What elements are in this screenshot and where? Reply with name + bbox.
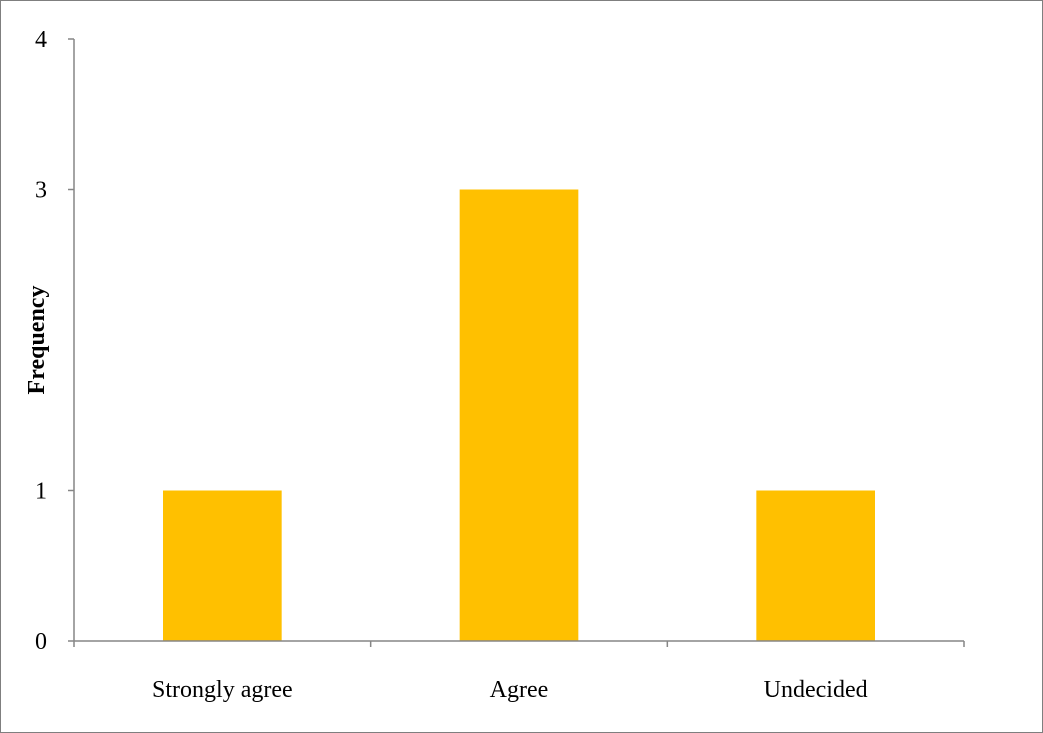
y-axis-title: Frequency <box>24 286 50 395</box>
x-axis: Strongly agree Agree Undecided <box>73 640 965 703</box>
x-tick-label: Strongly agree <box>152 677 293 703</box>
y-tick-label: 1 <box>35 479 47 505</box>
y-tick-label: 0 <box>35 629 47 655</box>
x-tick-label: Undecided <box>764 677 868 703</box>
y-tick-label: 4 <box>35 27 47 53</box>
x-tick-label: Agree <box>490 677 549 703</box>
bar-agree <box>459 189 579 641</box>
bar-undecided <box>756 490 875 641</box>
y-axis: 0 1 3 4 <box>35 27 75 655</box>
bar-strongly-agree <box>163 490 282 641</box>
y-tick-label: 3 <box>35 178 47 204</box>
bars-group <box>163 189 875 641</box>
